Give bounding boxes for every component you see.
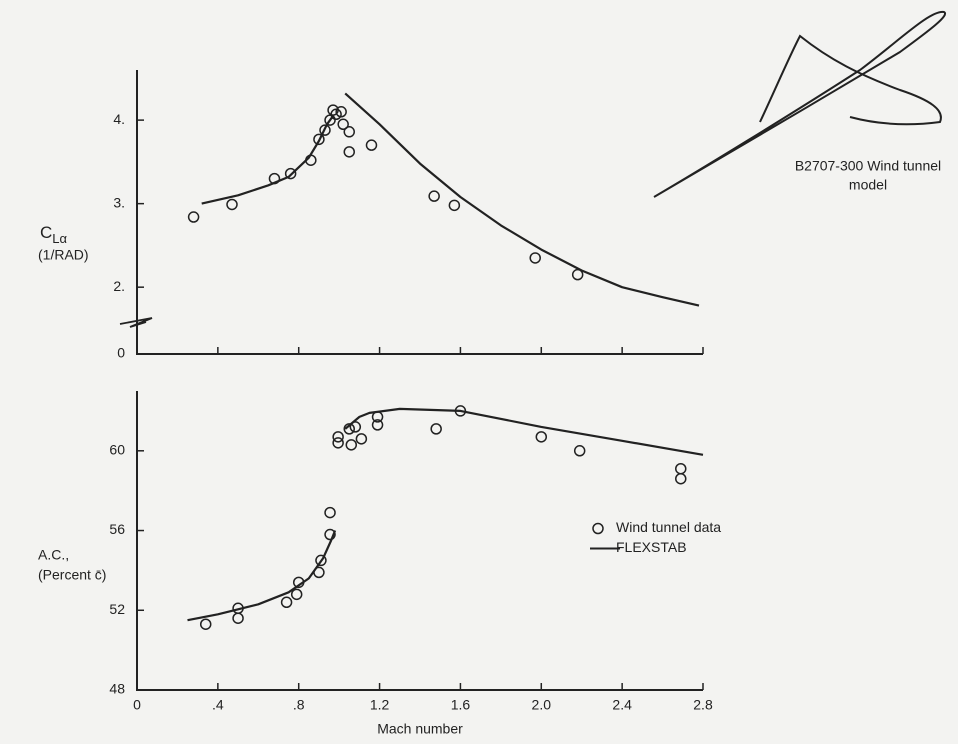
y-tick-label: 2. [113,278,125,294]
series-line [187,407,704,622]
y-label-symbol: C [40,223,52,242]
data-point [332,431,344,443]
x-tick-label: 0 [133,697,141,713]
y-axis-label: (1/RAD) [38,247,89,263]
data-point [324,114,336,126]
annotation: B2707-300 Wind tunnel [795,158,941,174]
airplane-sketch [653,10,947,198]
x-axis-label: Mach number [377,721,463,737]
legend-marker [592,522,604,535]
data-point [365,139,378,151]
data-point [324,528,336,541]
data-point [343,423,355,435]
data-point [290,588,303,601]
data-point [315,554,327,567]
y-tick-label: 48 [109,681,125,697]
x-tick-label: .4 [212,697,224,713]
data-point [319,124,331,136]
y-label-subscript: Lα [52,231,67,246]
x-tick-label: 1.6 [451,697,471,713]
data-point [349,421,362,433]
data-point [226,198,238,211]
data-point [187,211,200,223]
y-tick-label: 60 [109,442,125,458]
y-tick-label: 4. [113,111,125,127]
y-axis-label: (Percent c̄) [38,567,106,583]
data-point [284,167,297,180]
data-point [324,506,336,519]
data-point [332,437,344,449]
y-tick-label: 56 [109,521,125,537]
wing [759,34,942,126]
data-point [199,618,212,630]
y-axis-label: A.C., [38,547,69,563]
y-tick-label: 0 [117,345,125,361]
data-point [573,445,586,457]
data-point [343,146,355,158]
data-point [313,133,325,146]
data-point [430,423,442,435]
y-tick-label: 52 [109,601,125,617]
data-point [345,439,358,451]
data-point [280,596,293,609]
annotation: model [849,177,887,193]
data-point [335,106,347,118]
data-point [675,472,687,485]
data-point [529,252,541,264]
legend-label: Wind tunnel data [616,519,721,535]
data-point [535,431,548,443]
data-point [371,419,384,431]
x-tick-label: 2.4 [612,697,632,713]
x-tick-label: 1.2 [370,697,390,713]
data-point [428,190,440,202]
data-point [232,612,244,624]
data-point [448,199,461,212]
y-tick-label: 3. [113,194,125,210]
fuselage [653,10,947,198]
x-tick-label: 2.8 [693,697,713,713]
data-point [337,118,349,131]
x-tick-label: .8 [293,697,305,713]
y-axis-label: CLα [40,223,68,246]
series-line [201,92,700,307]
legend-label: FLEXSTAB [616,539,687,555]
data-point [355,433,368,445]
data-point [343,126,355,138]
x-tick-label: 2.0 [532,697,552,713]
